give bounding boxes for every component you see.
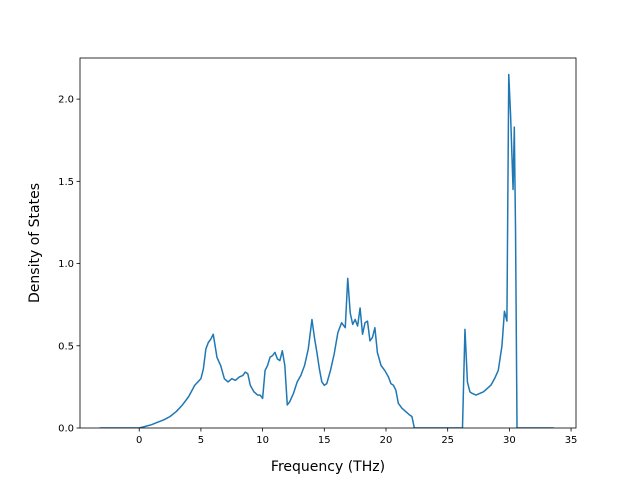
y-tick-label: 0.0 <box>58 424 74 435</box>
x-tick-label: 35 <box>565 435 578 446</box>
y-tick-label: 2.0 <box>58 95 74 106</box>
series-layer <box>99 73 554 428</box>
x-tick-label: 20 <box>380 435 393 446</box>
x-tick-label: 0 <box>136 435 142 446</box>
y-tick-label: 1.0 <box>58 259 74 270</box>
x-tick-label: 15 <box>318 435 331 446</box>
dos-series-line <box>99 73 554 428</box>
x-tick-label: 10 <box>256 435 269 446</box>
y-tick-label: 0.5 <box>58 341 74 352</box>
y-axis-label: Density of States <box>27 183 43 303</box>
plot-frame <box>79 57 577 429</box>
x-axis-label: Frequency (THz) <box>271 459 385 475</box>
y-axis-ticks: 0.0 0.5 1.0 1.5 2.0 <box>58 95 80 435</box>
y-tick-label: 1.5 <box>58 177 74 188</box>
x-tick-label: 30 <box>503 435 516 446</box>
x-tick-label: 5 <box>198 435 204 446</box>
x-axis-ticks: 0 5 10 15 20 25 30 35 <box>136 428 577 446</box>
x-tick-label: 25 <box>441 435 454 446</box>
